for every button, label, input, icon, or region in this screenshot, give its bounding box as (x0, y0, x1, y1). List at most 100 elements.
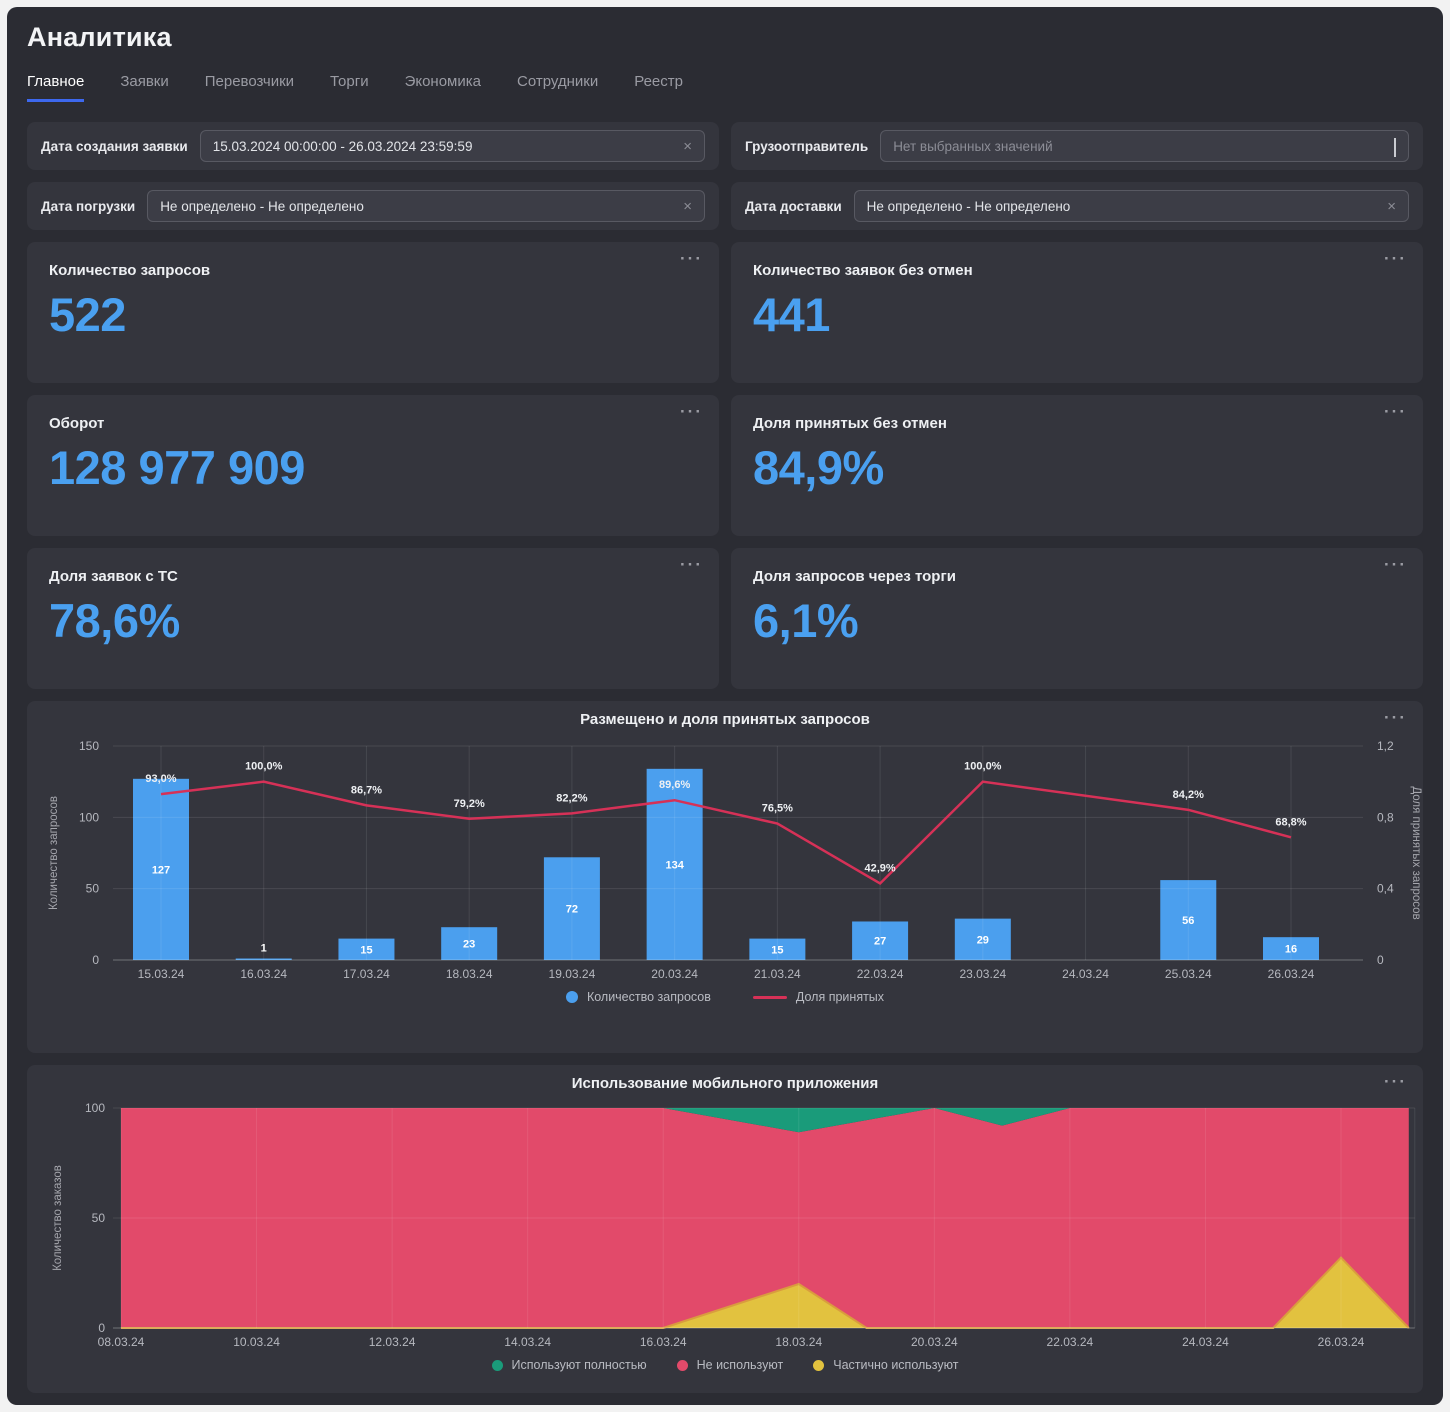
filter-creation-date-label: Дата создания заявки (41, 138, 188, 154)
svg-text:89,6%: 89,6% (659, 779, 690, 791)
kpi-title: Количество заявок без отмен (753, 262, 973, 279)
axis-ticks: 150 100 50 0 1,2 0,8 0,4 0 15.03.24 16.03.24 17.03… (48, 739, 1422, 981)
svg-text:12.03.24: 12.03.24 (369, 1335, 416, 1349)
svg-text:22.03.24: 22.03.24 (1047, 1335, 1094, 1349)
svg-text:72: 72 (566, 904, 578, 916)
delivery-date-input[interactable]: Не определено - Не определено × (853, 190, 1409, 222)
shipper-select[interactable]: Нет выбранных значений (880, 130, 1409, 162)
svg-text:150: 150 (79, 739, 99, 753)
filter-shipper: Грузоотправитель Нет выбранных значений (731, 122, 1423, 170)
green-dot-icon (491, 1359, 503, 1371)
loading-date-input[interactable]: Не определено - Не определено × (147, 190, 705, 222)
clear-icon[interactable]: × (683, 197, 692, 215)
svg-text:42,9%: 42,9% (864, 862, 895, 874)
svg-text:68,8%: 68,8% (1275, 816, 1306, 828)
area-1 (121, 1108, 1409, 1328)
yellow-dot-icon (813, 1359, 825, 1371)
kpi-requests-count: ··· Количество запросов 522 (27, 242, 719, 383)
combo-chart-panel: ··· Размещено и доля принятых запросов 1… (27, 701, 1423, 1053)
tab-ekonomika[interactable]: Экономика (404, 73, 481, 90)
menu-dots-icon[interactable]: ··· (1384, 402, 1407, 421)
svg-text:100,0%: 100,0% (964, 761, 1002, 773)
kpi-accepted-share: ··· Доля принятых без отмен 84,9% (731, 395, 1423, 536)
gridlines (113, 1107, 1416, 1329)
filter-delivery-date-label: Дата доставки (745, 198, 842, 214)
tab-reestr[interactable]: Реестр (634, 73, 683, 90)
kpi-title: Количество запросов (49, 262, 211, 279)
svg-text:24.03.24: 24.03.24 (1062, 967, 1109, 981)
chevron-down-icon[interactable] (1394, 137, 1396, 157)
kpi-value: 128 977 909 (49, 441, 305, 494)
kpi-auction-share: ··· Доля запросов через торги 6,1% (731, 548, 1423, 689)
svg-text:Количество заказов: Количество заказов (52, 1165, 64, 1271)
tab-zayavki[interactable]: Заявки (120, 73, 169, 90)
svg-text:26.03.24: 26.03.24 (1268, 967, 1315, 981)
kpi-title: Доля запросов через торги (753, 568, 956, 585)
legend-item-no-use[interactable]: Не используют (676, 1358, 784, 1372)
svg-text:50: 50 (86, 882, 100, 896)
svg-text:08.03.24: 08.03.24 (98, 1335, 145, 1349)
legend-label: Частично используют (833, 1358, 959, 1372)
loading-date-value: Не определено - Не определено (160, 198, 364, 214)
svg-text:76,5%: 76,5% (762, 803, 793, 815)
svg-text:93,0%: 93,0% (145, 773, 176, 785)
menu-dots-icon[interactable]: ··· (1384, 249, 1407, 268)
svg-text:100: 100 (79, 810, 99, 824)
blue-dot-icon (565, 991, 578, 1003)
svg-text:22.03.24: 22.03.24 (857, 967, 904, 981)
filter-loading-date-label: Дата погрузки (41, 198, 136, 214)
svg-text:16.03.24: 16.03.24 (240, 967, 287, 981)
yellow-area-edge (121, 1256, 1410, 1329)
svg-text:15: 15 (771, 944, 783, 956)
svg-text:26.03.24: 26.03.24 (1318, 1335, 1365, 1349)
svg-text:14.03.24: 14.03.24 (504, 1335, 551, 1349)
svg-text:16.03.24: 16.03.24 (640, 1335, 687, 1349)
svg-text:27: 27 (874, 936, 886, 948)
legend-item-partial-use[interactable]: Частично используют (813, 1358, 958, 1372)
svg-text:18.03.24: 18.03.24 (446, 967, 493, 981)
svg-text:79,2%: 79,2% (454, 798, 485, 810)
svg-text:21.03.24: 21.03.24 (754, 967, 801, 981)
clear-icon[interactable]: × (1387, 197, 1396, 215)
tab-bar: Главное Заявки Перевозчики Торги Экономи… (27, 73, 1423, 102)
menu-dots-icon[interactable]: ··· (680, 249, 703, 268)
tab-glavnoe[interactable]: Главное (27, 73, 85, 102)
svg-text:24.03.24: 24.03.24 (1182, 1335, 1229, 1349)
filter-shipper-label: Грузоотправитель (745, 138, 869, 154)
svg-text:0: 0 (92, 953, 99, 967)
tab-sotrudniki[interactable]: Сотрудники (516, 73, 599, 90)
svg-text:134: 134 (665, 859, 684, 871)
kpi-turnover: ··· Оборот 128 977 909 (27, 395, 719, 536)
menu-dots-icon[interactable]: ··· (1384, 708, 1407, 727)
svg-text:20.03.24: 20.03.24 (651, 967, 698, 981)
filter-delivery-date: Дата доставки Не определено - Не определ… (731, 182, 1423, 230)
tab-perevozchiki[interactable]: Перевозчики (204, 73, 295, 90)
delivery-date-value: Не определено - Не определено (866, 198, 1071, 214)
menu-dots-icon[interactable]: ··· (1384, 555, 1407, 574)
dashboard-screen: Аналитика Главное Заявки Перевозчики Тор… (7, 7, 1443, 1405)
tab-torgi[interactable]: Торги (330, 73, 369, 90)
svg-text:82,2%: 82,2% (556, 792, 587, 804)
legend-label: Не используют (696, 1358, 784, 1372)
legend-item-requests[interactable]: Количество запросов (565, 990, 711, 1004)
svg-text:23.03.24: 23.03.24 (959, 967, 1006, 981)
legend-item-full-use[interactable]: Используют полностью (491, 1358, 647, 1372)
svg-text:16: 16 (1285, 944, 1297, 956)
menu-dots-icon[interactable]: ··· (680, 555, 703, 574)
creation-date-input[interactable]: 15.03.2024 00:00:00 - 26.03.2024 23:59:5… (199, 130, 705, 162)
kpi-title: Доля принятых без отмен (753, 415, 947, 432)
shipper-placeholder: Нет выбранных значений (893, 138, 1053, 154)
menu-dots-icon[interactable]: ··· (680, 402, 703, 421)
menu-dots-icon[interactable]: ··· (1384, 1072, 1407, 1091)
svg-text:56: 56 (1182, 915, 1194, 927)
svg-text:1,2: 1,2 (1377, 739, 1394, 753)
creation-date-value: 15.03.2024 00:00:00 - 26.03.2024 23:59:5… (212, 138, 473, 154)
page-title: Аналитика (27, 22, 172, 52)
svg-text:0: 0 (1377, 953, 1384, 967)
svg-text:100: 100 (85, 1101, 105, 1115)
clear-icon[interactable]: × (683, 137, 692, 155)
kpi-value: 78,6% (49, 594, 180, 647)
area-chart-title: Использование мобильного приложения (571, 1075, 879, 1092)
area-chart-panel: ··· Использование мобильного приложения … (27, 1065, 1423, 1393)
legend-item-accepted-share[interactable]: Доля принятых (752, 990, 884, 1004)
